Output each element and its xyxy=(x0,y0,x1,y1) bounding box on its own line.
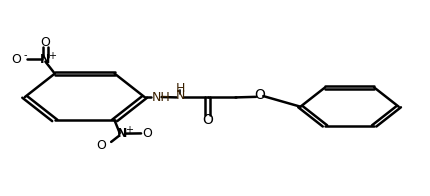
Text: N: N xyxy=(175,89,184,102)
Text: -: - xyxy=(24,50,27,60)
Text: O: O xyxy=(11,53,21,66)
Text: +: + xyxy=(48,51,56,61)
Text: +: + xyxy=(125,125,133,135)
Text: O: O xyxy=(255,88,265,102)
Text: H: H xyxy=(175,82,184,95)
Text: -: - xyxy=(109,136,113,146)
Text: N: N xyxy=(40,53,51,66)
Text: O: O xyxy=(143,127,153,140)
Text: O: O xyxy=(202,113,213,127)
Text: NH: NH xyxy=(152,92,171,104)
Text: O: O xyxy=(96,139,106,152)
Text: O: O xyxy=(40,36,50,49)
Text: N: N xyxy=(117,127,127,141)
